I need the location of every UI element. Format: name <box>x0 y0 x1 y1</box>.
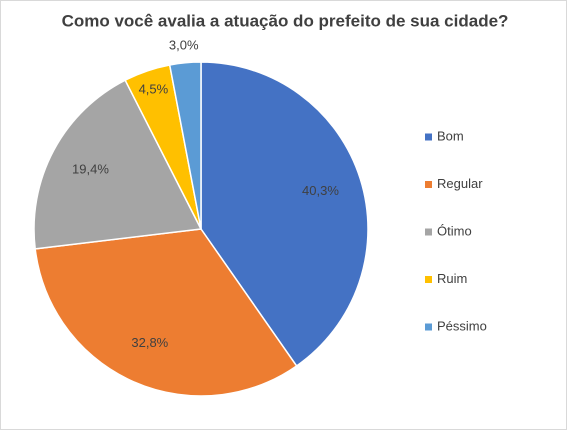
legend-label: Péssimo <box>437 318 487 333</box>
pie-slice <box>33 79 203 250</box>
legend-marker <box>425 276 432 283</box>
pie-slice <box>34 228 298 397</box>
legend-marker <box>425 133 432 141</box>
legend-label: Ótimo <box>437 223 472 238</box>
data-label: 4,5% <box>139 81 169 96</box>
data-label: 32,8% <box>131 335 168 350</box>
legend-marker <box>425 228 432 236</box>
data-label: 40,3% <box>302 183 339 198</box>
data-label: 19,4% <box>72 161 109 176</box>
pie-slice <box>168 61 202 230</box>
pie-slice <box>200 61 369 367</box>
legend-label: Regular <box>437 176 483 191</box>
legend-marker <box>425 323 432 331</box>
chart-title: Como você avalia a atuação do prefeito d… <box>62 11 509 30</box>
legend-marker <box>425 181 432 188</box>
legend-label: Bom <box>437 128 464 143</box>
legend-label: Ruim <box>437 271 467 286</box>
data-label: 3,0% <box>169 38 199 53</box>
